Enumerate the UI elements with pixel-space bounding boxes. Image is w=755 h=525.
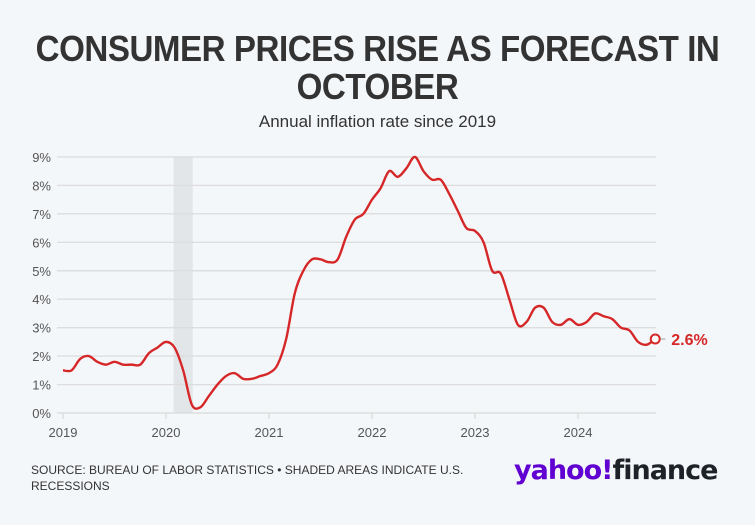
x-tick-label: 2022 [358, 425, 387, 440]
x-tick-label: 2020 [152, 425, 181, 440]
endpoint-value-label: 2.6% [671, 332, 707, 349]
logo-yahoo: yahoo! [514, 455, 613, 486]
yahoo-finance-logo: yahoo!finance [514, 455, 718, 486]
y-tick-label: 0% [32, 406, 51, 421]
x-tick-label: 2021 [255, 425, 284, 440]
inflation-chart: 0% 1% 2% 3% 4% 5% 6% 7% 8% 9% 2019 2020 2021 2022 202… [32, 150, 708, 440]
y-tick-label: 3% [32, 321, 51, 336]
source-note: SOURCE: BUREAU OF LABOR STATISTICS • SHA… [31, 463, 464, 493]
y-tick-label: 1% [32, 378, 51, 393]
x-tick-label: 2024 [564, 425, 593, 440]
x-tick-label: 2019 [49, 425, 78, 440]
recession-band [173, 156, 193, 413]
annotation-layer: 2.6% [649, 332, 708, 349]
x-tick-label: 2023 [461, 425, 490, 440]
series-layer [62, 155, 656, 410]
chart-title: CONSUMER PRICES RISE AS FORECAST IN OCTO… [35, 28, 720, 107]
y-tick-label: 5% [32, 264, 51, 279]
logo-finance: finance [612, 455, 718, 486]
y-tick-label: 4% [32, 292, 51, 307]
y-tick-label: 6% [32, 235, 51, 250]
y-tick-label: 9% [32, 150, 51, 165]
recession-shading-layer [173, 156, 193, 413]
chart-subtitle: Annual inflation rate since 2019 [258, 112, 497, 131]
y-axis-ticks: 0% 1% 2% 3% 4% 5% 6% 7% 8% 9% [32, 150, 51, 421]
series-line [62, 155, 656, 410]
endpoint-marker [649, 333, 661, 345]
y-tick-label: 7% [32, 207, 51, 222]
gridlines [57, 156, 656, 414]
y-tick-label: 8% [32, 178, 51, 193]
y-tick-label: 2% [32, 349, 51, 364]
x-axis-ticks: 2019 2020 2021 2022 2023 2024 [49, 413, 593, 440]
